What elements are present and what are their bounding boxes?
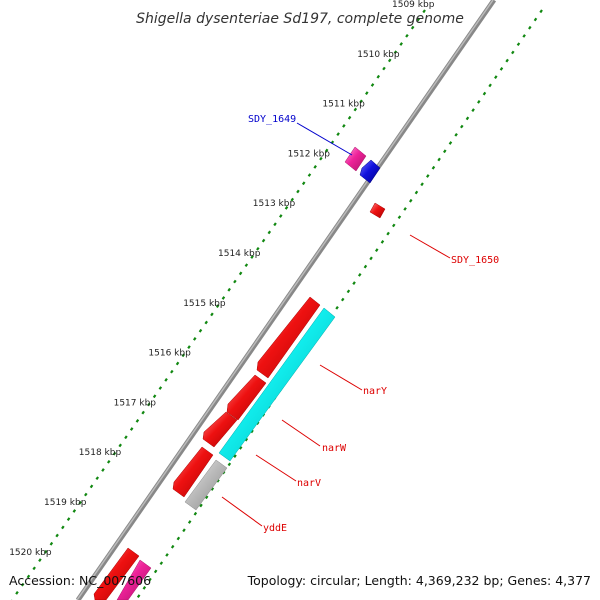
- gene-feature-red-3[interactable]: [202, 411, 238, 448]
- kbp-tick-label: 1514 kbp: [218, 249, 261, 259]
- kbp-tick-label: 1519 kbp: [44, 498, 87, 508]
- kbp-tick-label: 1513 kbp: [253, 199, 296, 209]
- gene-feature-nar-operon[interactable]: [218, 307, 336, 462]
- kbp-tick-label: 1511 kbp: [322, 100, 365, 110]
- kbp-tick-label: 1509 kbp: [392, 0, 435, 10]
- gene-feature-red-1[interactable]: [256, 296, 321, 379]
- gene-label-nary[interactable]: narY: [363, 386, 387, 397]
- feature-track: [93, 146, 386, 600]
- backbone-highlight: [76, 0, 494, 600]
- leader-lines: [221, 122, 451, 527]
- gene-label-sdy-1650[interactable]: SDY_1650: [451, 255, 499, 266]
- kbp-ruler: 1509 kbp 1510 kbp 1511 kbp 1512 kbp 1513 kbp…: [9, 0, 434, 558]
- gene-feature-pink[interactable]: [344, 146, 367, 172]
- kbp-tick-label: 1515 kbp: [183, 299, 226, 309]
- map-title: Shigella dysenteriae Sd197, complete gen…: [136, 11, 464, 27]
- kbp-tick-label: 1520 kbp: [9, 548, 52, 558]
- kbp-tick-label: 1518 kbp: [79, 448, 122, 458]
- gene-label-narw[interactable]: narW: [322, 443, 347, 454]
- kbp-tick-label: 1517 kbp: [114, 398, 157, 408]
- genome-summary: Topology: circular; Length: 4,369,232 bp…: [247, 573, 591, 588]
- gene-feature-pink-bottom[interactable]: [116, 559, 152, 600]
- kbp-tick-label: 1516 kbp: [148, 349, 191, 359]
- gene-label-ydde[interactable]: yddE: [263, 523, 287, 534]
- gene-label-sdy-1649[interactable]: SDY_1649: [248, 114, 296, 125]
- gene-labels: SDY_1649 SDY_1650 narY narW narV yddE: [248, 114, 499, 534]
- backbone-line: [75, 0, 497, 600]
- gene-label-narv[interactable]: narV: [297, 478, 321, 489]
- gene-feature-sdy-1649[interactable]: [359, 159, 381, 184]
- gene-feature-red-4[interactable]: [172, 446, 214, 498]
- gene-feature-sdy-1650[interactable]: [369, 202, 386, 219]
- inner-track-dots: [11, 9, 426, 600]
- kbp-tick-label: 1512 kbp: [288, 149, 331, 159]
- kbp-tick-label: 1510 kbp: [357, 50, 400, 60]
- accession-label: Accession: NC_007606: [9, 573, 152, 588]
- gene-feature-red-bottom[interactable]: [93, 547, 140, 600]
- gene-feature-ydde[interactable]: [184, 459, 228, 511]
- gene-feature-red-2[interactable]: [226, 374, 267, 421]
